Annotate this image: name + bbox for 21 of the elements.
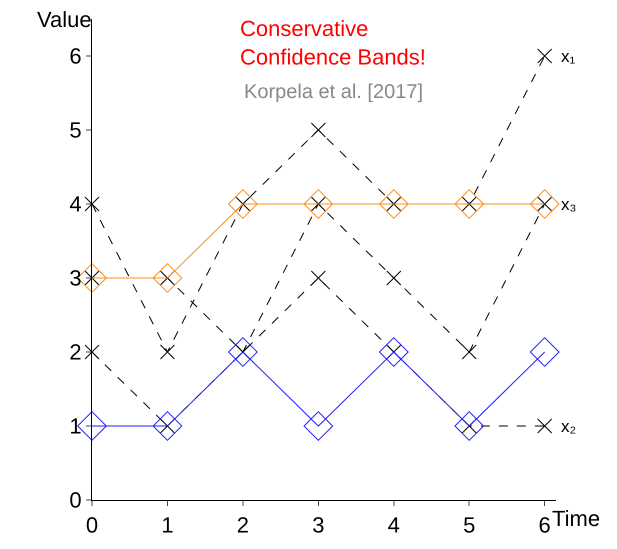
x-tick-label: 2 bbox=[236, 512, 250, 538]
text: Conservative Confidence Bands! bbox=[240, 16, 426, 70]
y-tick-label: 3 bbox=[69, 266, 82, 291]
x-axis-title: Time bbox=[552, 506, 600, 531]
text: Korpela et al. [2017] bbox=[244, 81, 424, 103]
series-label: x₃ bbox=[561, 195, 576, 214]
x-tick-label: 1 bbox=[161, 512, 174, 538]
y-axis-title: Value bbox=[37, 7, 92, 32]
series-label: x₁ bbox=[561, 47, 576, 66]
series-label: x₂ bbox=[561, 417, 576, 436]
y-tick-label: 1 bbox=[69, 414, 82, 439]
x-tick-label: 0 bbox=[86, 512, 98, 538]
y-tick-label: 5 bbox=[69, 118, 82, 143]
x-tick-label: 5 bbox=[463, 512, 476, 538]
x-tick-label: 6 bbox=[538, 512, 551, 538]
x-tick-label: 4 bbox=[388, 512, 400, 538]
y-tick-label: 6 bbox=[69, 44, 82, 69]
y-tick-label: 4 bbox=[69, 192, 82, 217]
x-tick-label: 3 bbox=[312, 512, 324, 538]
y-tick-label: 2 bbox=[69, 340, 82, 365]
y-tick-label: 0 bbox=[69, 488, 82, 513]
